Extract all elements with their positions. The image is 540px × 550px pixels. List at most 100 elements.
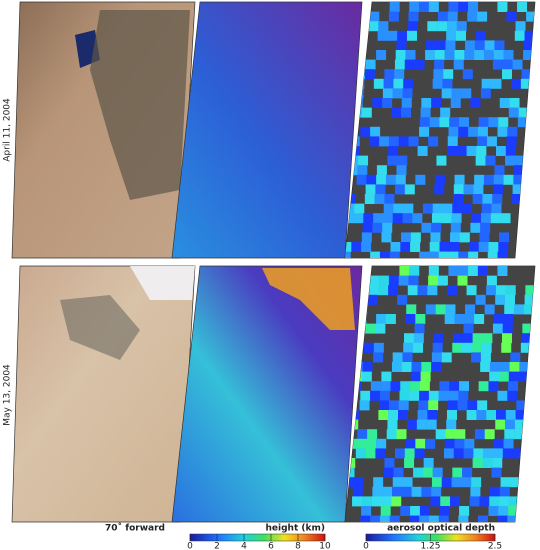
aerosol-cell xyxy=(439,506,450,516)
aerosol-cell xyxy=(387,419,398,430)
aerosol-cell xyxy=(414,59,425,70)
aerosol-cell xyxy=(517,251,528,258)
aerosol-cell xyxy=(401,98,412,108)
aerosol-cell xyxy=(441,213,452,224)
aerosol-cell xyxy=(361,506,372,516)
aerosol-cell xyxy=(417,146,428,156)
aerosol-cell xyxy=(373,477,384,488)
aerosol-cell xyxy=(384,458,395,468)
aerosol-cell xyxy=(421,98,432,108)
aerosol-cell xyxy=(356,174,367,185)
aerosol-cell xyxy=(464,314,475,324)
aerosol-cell xyxy=(422,203,433,214)
aerosol-cell xyxy=(443,69,454,80)
aerosol-cell xyxy=(497,251,508,258)
aerosol-cell xyxy=(523,50,534,60)
aerosol-cell xyxy=(535,21,540,31)
aerosol-cell xyxy=(454,314,465,324)
aerosol-cell xyxy=(453,59,464,70)
aerosol-cell xyxy=(398,400,409,411)
aerosol-cell xyxy=(399,266,410,276)
caption: 70˚ forward xyxy=(105,523,165,534)
aerosol-cell xyxy=(345,477,354,488)
aerosol-cell xyxy=(493,314,504,324)
aerosol-cell xyxy=(461,477,472,488)
aerosol-cell xyxy=(359,400,370,411)
aerosol-cell xyxy=(419,381,430,392)
aerosol-cell xyxy=(496,410,506,420)
aerosol-cell xyxy=(419,2,430,12)
aerosol-cell xyxy=(400,381,411,392)
aerosol-cell xyxy=(365,59,376,70)
aerosol-cell xyxy=(432,342,443,353)
aerosol-cell xyxy=(378,410,389,420)
aerosol-cell xyxy=(473,184,484,195)
aerosol-cell xyxy=(365,448,376,459)
aerosol-cell xyxy=(521,333,532,344)
aerosol-cell xyxy=(434,174,445,185)
aerosol-cell xyxy=(470,222,481,233)
aerosol-cell xyxy=(430,496,441,507)
aerosol-cell xyxy=(512,59,523,70)
aerosol-cell xyxy=(370,515,381,522)
aerosol-cell xyxy=(421,486,432,497)
aerosol-cell xyxy=(376,174,387,185)
aerosol-cell xyxy=(459,381,470,392)
aerosol-cell xyxy=(375,448,386,459)
aerosol-cell xyxy=(466,285,477,296)
aerosol-cell xyxy=(373,342,384,353)
aerosol-cell xyxy=(393,78,404,89)
aerosol-cell xyxy=(527,242,535,252)
aerosol-cell xyxy=(397,294,408,305)
aerosol-cell xyxy=(345,242,352,252)
aerosol-cell xyxy=(441,88,452,99)
aerosol-cell xyxy=(368,21,379,32)
aerosol-cell xyxy=(401,486,412,497)
aerosol-cell xyxy=(376,314,387,324)
aerosol-cell xyxy=(477,266,488,276)
aerosol-cell xyxy=(517,242,528,252)
aerosol-cell xyxy=(506,11,517,22)
tick-label: 0 xyxy=(187,542,193,550)
aerosol-cell xyxy=(536,136,540,146)
aerosol-cell xyxy=(420,371,431,382)
aerosol-cell xyxy=(384,69,395,80)
aerosol-cell xyxy=(515,410,526,420)
aerosol-cell xyxy=(475,294,486,305)
aerosol-cell xyxy=(534,155,535,166)
aerosol-cell xyxy=(402,352,413,363)
aerosol-cell xyxy=(524,30,535,41)
tick-label: 10 xyxy=(319,542,331,550)
aerosol-cell xyxy=(529,352,535,363)
aerosol-cell xyxy=(449,242,460,252)
aerosol-cell xyxy=(407,30,417,41)
aerosol-cell xyxy=(457,275,468,286)
aerosol-cell xyxy=(463,323,474,334)
aerosol-cell xyxy=(405,314,416,324)
aerosol-cell xyxy=(534,30,535,41)
aerosol-cell xyxy=(383,467,394,478)
aerosol-cell xyxy=(532,50,535,60)
aerosol-cell xyxy=(514,155,525,166)
aerosol-cell xyxy=(504,429,515,440)
aerosol-cell xyxy=(502,333,512,344)
aerosol-cell xyxy=(395,184,405,195)
aerosol-cell xyxy=(420,107,431,118)
aerosol-cell xyxy=(480,352,491,363)
aerosol-cell xyxy=(389,2,400,12)
aerosol-cell xyxy=(499,232,510,243)
aerosol-cell xyxy=(520,342,531,353)
aerosol-cell xyxy=(386,429,397,440)
aerosol-cell xyxy=(522,448,533,459)
aerosol-cell xyxy=(419,117,430,128)
aerosol-cell xyxy=(483,50,494,60)
aerosol-cell xyxy=(499,496,510,507)
aerosol-cell xyxy=(449,381,460,392)
aerosol-cell xyxy=(459,232,470,243)
aerosol-cell xyxy=(381,371,392,382)
aerosol-cell xyxy=(361,232,372,243)
aerosol-cell xyxy=(377,30,388,41)
aerosol-cell xyxy=(513,174,524,185)
aerosol-cell xyxy=(411,362,422,372)
